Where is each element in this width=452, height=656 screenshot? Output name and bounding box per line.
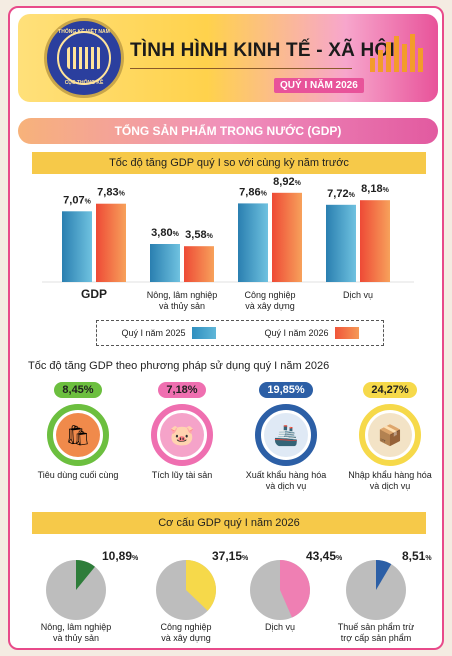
cargo-ship-icon: 🚢	[264, 413, 308, 457]
bar-2026-0	[96, 203, 126, 282]
bar-2025-2	[238, 203, 268, 282]
method-item: 19,85% 🚢 Xuất khẩu hàng hóa và dịch vụ	[236, 380, 336, 492]
legend-swatch-2025	[191, 327, 216, 339]
pie-category-label: Nông, lâm nghiệp và thủy sản	[40, 622, 112, 643]
bar-value-label: 7,83%	[97, 187, 125, 199]
bar-value-label: 7,07%	[63, 194, 91, 206]
bar-value-label: 3,80%	[151, 227, 179, 239]
method-value: 19,85%	[259, 382, 313, 398]
section-title: TỔNG SẢN PHẨM TRONG NƯỚC (GDP)	[114, 124, 342, 138]
method-ring: 🛍	[47, 404, 109, 466]
header-banner: THỐNG KÊ VIỆT NAM CỤC THỐNG KÊ TÌNH HÌNH…	[18, 14, 438, 102]
bar-2025-1	[150, 244, 180, 282]
category-label: và thủy sản	[159, 301, 205, 311]
section-title-banner: TỔNG SẢN PHẨM TRONG NƯỚC (GDP)	[18, 118, 438, 144]
pie-value-label: 10,89%	[102, 549, 139, 563]
method-label: Tiêu dùng cuối cùng	[37, 470, 119, 480]
legend-item-2025: Quý I năm 2025	[121, 327, 216, 339]
emblem-bottom-text: CỤC THỐNG KÊ	[64, 80, 104, 86]
emblem-top-text: THỐNG KÊ VIỆT NAM	[58, 29, 110, 35]
legend-swatch-2026	[334, 327, 359, 339]
method-item: 8,45% 🛍 Tiêu dùng cuối cùng	[28, 380, 128, 481]
pie-category-label: Thuế sản phẩm trừ trợ cấp sản phẩm	[337, 622, 415, 643]
bar-2026-2	[272, 192, 302, 282]
method-ring: 🐷	[151, 404, 213, 466]
pie-slice-2	[280, 560, 311, 618]
method-item: 7,18% 🐷 Tích lũy tài sản	[132, 380, 232, 481]
growth-chart-banner: Tốc độ tăng GDP quý I so với cùng kỳ năm…	[32, 152, 426, 174]
pie-slice-0	[76, 560, 95, 590]
pie-slice-3	[376, 560, 392, 590]
delivery-box-icon: 📦	[368, 413, 412, 457]
bar-2025-3	[326, 204, 356, 282]
category-label: Nông, lâm nghiệp	[147, 290, 218, 300]
method-ring: 📦	[359, 404, 421, 466]
growth-chart-title: Tốc độ tăng GDP quý I so với cùng kỳ năm…	[109, 157, 349, 169]
bar-value-label: 8,92%	[273, 176, 301, 188]
method-value: 7,18%	[158, 382, 206, 398]
statistics-emblem-icon: THỐNG KÊ VIỆT NAM CỤC THỐNG KÊ	[44, 18, 124, 98]
structure-chart-title: Cơ cấu GDP quý I năm 2026	[158, 517, 300, 529]
title-divider	[130, 68, 352, 69]
legend-label-2026: Quý I năm 2026	[264, 328, 329, 338]
category-label: và xây dựng	[245, 301, 295, 311]
piggy-bank-icon: 🐷	[160, 413, 204, 457]
pie-value-label: 8,51%	[402, 549, 432, 563]
category-label: Công nghiệp	[244, 290, 295, 300]
method-value: 24,27%	[363, 382, 417, 398]
bar-2025-0	[62, 211, 92, 282]
legend-label-2025: Quý I năm 2025	[121, 328, 186, 338]
method-ring: 🚢	[255, 404, 317, 466]
category-label: Dịch vụ	[343, 290, 373, 300]
method-label: Xuất khẩu hàng hóa và dịch vụ	[245, 470, 327, 491]
bar-value-label: 3,58%	[185, 229, 213, 241]
page-subtitle: QUÝ I NĂM 2026	[274, 78, 364, 93]
pie-category-label: Dịch vụ	[264, 622, 295, 632]
methods-title: Tốc độ tăng GDP theo phương pháp sử dụng…	[28, 360, 330, 372]
bar-2026-1	[184, 246, 214, 282]
page-title: TÌNH HÌNH KINH TẾ - XÃ HỘI	[130, 40, 395, 61]
infographic-frame: THỐNG KÊ VIỆT NAM CỤC THỐNG KÊ TÌNH HÌNH…	[8, 6, 444, 650]
method-label: Nhập khẩu hàng hóa và dịch vụ	[348, 470, 432, 491]
chart-legend: Quý I năm 2025 Quý I năm 2026	[96, 320, 384, 346]
bar-chart-icon	[370, 34, 423, 72]
pie-category-label: Công nghiệp và xây dựng	[160, 622, 212, 643]
category-label: GDP	[81, 287, 107, 301]
shopping-bag-icon: 🛍	[56, 413, 100, 457]
pie-slice-1	[186, 560, 217, 611]
method-value: 8,45%	[54, 382, 102, 398]
bar-value-label: 7,72%	[327, 188, 355, 200]
method-label: Tích lũy tài sản	[151, 470, 213, 480]
method-item: 24,27% 📦 Nhập khẩu hàng hóa và dịch vụ	[340, 380, 440, 492]
pie-value-label: 43,45%	[306, 549, 343, 563]
pie-value-label: 37,15%	[212, 549, 249, 563]
structure-chart-banner: Cơ cấu GDP quý I năm 2026	[32, 512, 426, 534]
bar-value-label: 8,18%	[361, 183, 389, 195]
legend-item-2026: Quý I năm 2026	[264, 327, 359, 339]
gdp-structure-pie-charts: 10,89% 37,15% 43,45% 8,51%	[46, 549, 432, 620]
bar-2026-3	[360, 200, 390, 282]
bar-value-label: 7,86%	[239, 186, 267, 198]
